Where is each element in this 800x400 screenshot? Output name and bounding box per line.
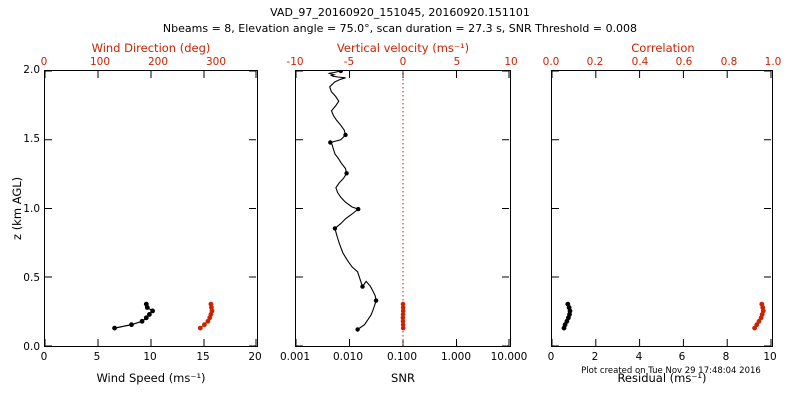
panel-snr-top-tick-1: -5 [343, 56, 355, 68]
panel-wind-x-axis-label: Wind Speed (ms⁻¹) [96, 371, 206, 385]
y-axis-title: z (km AGL) [10, 176, 24, 240]
panel-wind-top-tick-1: 100 [89, 56, 111, 68]
panel-wind-top-tick-2: 200 [147, 56, 169, 68]
panel-snr-svg [296, 71, 510, 346]
panel-residual: Correlation 0.0 0.2 0.4 0.6 0.8 1.0 [535, 0, 800, 400]
panel-residual-svg [552, 71, 772, 346]
panel-wind-top-axis-label: Wind Direction (deg) [91, 41, 211, 55]
panel-wind: Wind Direction (deg) 0 100 200 300 2.0 1… [0, 0, 270, 400]
panel-residual-top-tick-5: 1.0 [764, 56, 782, 68]
panel-wind-y-tick-1: 0.5 [23, 272, 40, 284]
panel-residual-top-tick-0: 0.0 [542, 56, 560, 68]
panel-snr-top-tick-3: 5 [453, 56, 461, 68]
panel-snr-x-tick-3: 1.000 [440, 351, 472, 363]
panel-wind-x-tick-4: 20 [248, 351, 262, 363]
panel-residual-top-axis-label: Correlation [631, 41, 695, 55]
panel-wind-y-tick-2: 1.0 [23, 203, 40, 215]
panel-residual-x-tick-3: 6 [678, 351, 686, 363]
panel-snr-x-tick-4: 10.000 [490, 351, 528, 363]
panel-snr-top-axis-label: Vertical velocity (ms⁻¹) [336, 41, 470, 55]
figure-subtitle: Nbeams = 8, Elevation angle = 75.0°, sca… [162, 22, 638, 35]
panel-wind-y-tick-0: 0.0 [23, 341, 40, 353]
panel-wind-x-tick-3: 15 [196, 351, 210, 363]
panel-residual-top-tick-4: 0.8 [720, 56, 738, 68]
panel-residual-x-tick-1: 2 [591, 351, 599, 363]
panel-wind-x-tick-0: 0 [40, 351, 48, 363]
panel-snr-x-tick-2: 0.100 [386, 351, 418, 363]
panel-wind-top-tick-0: 0 [40, 56, 48, 68]
panel-wind-plot-area [44, 70, 258, 347]
panel-snr-x-tick-0: 0.001 [279, 351, 311, 363]
panel-snr-x-axis-label: SNR [391, 371, 415, 385]
plot-created-footer: Plot created on Tue Nov 29 17:48:04 2016 [581, 366, 761, 376]
panel-wind-x-tick-2: 10 [143, 351, 157, 363]
panel-wind-y-tick-3: 1.5 [23, 133, 40, 145]
panel-wind-x-tick-1: 5 [93, 351, 101, 363]
panel-residual-x-tick-2: 4 [635, 351, 643, 363]
panel-residual-x-tick-5: 10 [763, 351, 777, 363]
panel-wind-top-tick-3: 300 [205, 56, 227, 68]
panel-residual-x-tick-0: 0 [547, 351, 555, 363]
panel-wind-y-tick-4: 2.0 [23, 64, 40, 76]
panel-residual-top-tick-1: 0.2 [586, 56, 604, 68]
panel-residual-x-axis-label: Residual (ms⁻¹) [617, 371, 707, 385]
panel-residual-top-tick-3: 0.6 [675, 56, 693, 68]
panel-residual-x-tick-4: 8 [722, 351, 730, 363]
panel-residual-plot-area [551, 70, 773, 347]
figure-title: VAD_97_20160920_151045, 20160920.151101 [270, 6, 530, 19]
panel-snr-top-tick-4: 10 [504, 56, 518, 68]
panel-snr-top-tick-0: -10 [286, 56, 304, 68]
panel-snr: Vertical velocity (ms⁻¹) -10 -5 0 5 10 [270, 0, 535, 400]
panel-residual-top-tick-2: 0.4 [631, 56, 649, 68]
panel-snr-plot-area [295, 70, 511, 347]
panel-snr-x-tick-1: 0.010 [332, 351, 364, 363]
panel-wind-svg [45, 71, 257, 346]
panel-snr-top-tick-2: 0 [399, 56, 407, 68]
